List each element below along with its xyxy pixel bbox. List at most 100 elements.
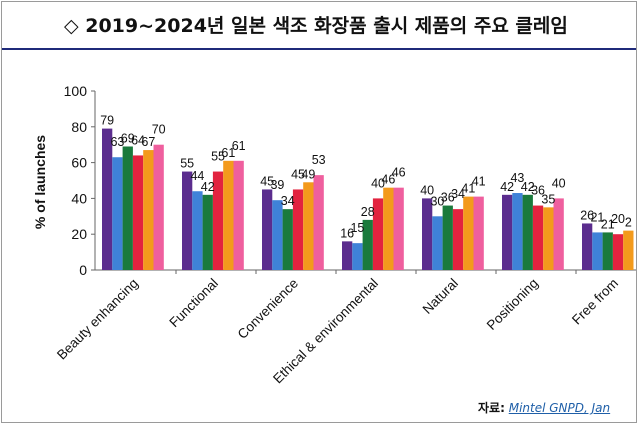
source-note: 자료: Mintel GNPD, Jan bbox=[478, 399, 610, 416]
bar bbox=[313, 175, 324, 270]
bar bbox=[143, 150, 154, 270]
bar bbox=[153, 144, 164, 270]
data-label: 42 bbox=[500, 180, 514, 194]
category-label: Beauty enhancing bbox=[54, 276, 141, 363]
bar bbox=[383, 187, 394, 270]
bar bbox=[352, 243, 363, 270]
bar bbox=[192, 191, 203, 270]
data-label: 69 bbox=[121, 131, 135, 145]
bar bbox=[502, 194, 513, 270]
data-label: 49 bbox=[301, 167, 315, 181]
data-label: 36 bbox=[531, 184, 545, 198]
data-label: 46 bbox=[381, 173, 395, 187]
data-label: 53 bbox=[312, 153, 326, 167]
bar bbox=[582, 223, 593, 270]
bar bbox=[532, 205, 544, 270]
bar bbox=[233, 160, 244, 270]
bar bbox=[463, 196, 474, 270]
data-label: 64 bbox=[131, 133, 145, 147]
y-tick-label: 0 bbox=[79, 262, 87, 278]
data-label: 26 bbox=[580, 208, 594, 222]
chart-data-labels: 7963696467705544425561614539344549531615… bbox=[100, 114, 632, 241]
data-label: 55 bbox=[180, 157, 194, 171]
data-label: 63 bbox=[110, 135, 124, 149]
data-label: 41 bbox=[472, 175, 486, 189]
bar bbox=[543, 207, 554, 270]
data-label: 15 bbox=[350, 221, 364, 235]
data-label: 55 bbox=[211, 150, 225, 164]
bar bbox=[303, 182, 314, 270]
source-label: 자료: bbox=[478, 401, 505, 415]
bar bbox=[473, 196, 484, 270]
chart-bars bbox=[102, 128, 634, 270]
bar bbox=[223, 160, 234, 270]
bar bbox=[422, 198, 433, 270]
data-label: 70 bbox=[152, 123, 166, 137]
chart-title: ◇ 2019~2024년 일본 색조 화장품 출시 제품의 주요 클레임 bbox=[64, 15, 568, 37]
bar bbox=[132, 155, 144, 270]
category-label: Functional bbox=[166, 276, 221, 331]
bar bbox=[452, 209, 464, 270]
data-label: 45 bbox=[291, 167, 305, 181]
bar bbox=[122, 146, 133, 270]
bar bbox=[442, 205, 453, 270]
bar bbox=[393, 187, 404, 270]
y-tick-label: 40 bbox=[71, 190, 87, 206]
bar bbox=[342, 241, 353, 270]
data-label: 30 bbox=[430, 194, 444, 208]
data-label: 16 bbox=[340, 226, 354, 240]
bar bbox=[292, 189, 304, 270]
data-label: 79 bbox=[100, 114, 114, 128]
data-label: 28 bbox=[361, 205, 375, 219]
data-label: 40 bbox=[371, 176, 385, 190]
category-label: Positioning bbox=[484, 276, 541, 333]
y-tick-label: 60 bbox=[71, 155, 87, 171]
data-label: 44 bbox=[190, 169, 204, 183]
data-label: 39 bbox=[270, 178, 284, 192]
data-label: 61 bbox=[232, 139, 246, 153]
chart-category-labels: Beauty enhancing Functional ConvenienceEth… bbox=[54, 270, 621, 386]
data-label: 41 bbox=[461, 182, 475, 196]
data-label: 46 bbox=[392, 166, 406, 180]
data-label: 21 bbox=[601, 217, 615, 231]
bar bbox=[522, 194, 533, 270]
data-label: 43 bbox=[510, 171, 524, 185]
data-label: 34 bbox=[281, 194, 295, 208]
category-label: Free from bbox=[569, 276, 621, 328]
y-tick-label: 20 bbox=[71, 226, 87, 242]
data-label: 40 bbox=[420, 183, 434, 197]
bar bbox=[112, 157, 123, 270]
bar bbox=[623, 230, 634, 270]
bar bbox=[202, 194, 213, 270]
data-label: 42 bbox=[201, 180, 215, 194]
category-label: Natural bbox=[420, 276, 461, 317]
data-label: 2 bbox=[625, 216, 632, 230]
bar bbox=[512, 193, 523, 270]
bar bbox=[602, 232, 613, 270]
source-link[interactable]: Mintel GNPD, Jan bbox=[508, 401, 611, 415]
title-divider bbox=[2, 48, 636, 50]
category-label: Convenience bbox=[235, 276, 301, 342]
data-label: 67 bbox=[141, 135, 155, 149]
bar bbox=[432, 216, 443, 270]
bar bbox=[262, 189, 273, 270]
bar bbox=[362, 219, 373, 270]
y-tick-label: 80 bbox=[71, 119, 87, 135]
data-label: 34 bbox=[451, 187, 465, 201]
bar bbox=[272, 200, 283, 270]
y-axis-label: % of launches bbox=[32, 135, 48, 229]
data-label: 42 bbox=[521, 180, 535, 194]
bar bbox=[182, 171, 193, 270]
bar bbox=[212, 171, 224, 270]
data-label: 20 bbox=[611, 212, 625, 226]
data-label: 40 bbox=[552, 176, 566, 190]
bar bbox=[553, 198, 564, 270]
bar bbox=[592, 232, 603, 270]
bar bbox=[372, 198, 384, 270]
data-label: 21 bbox=[590, 210, 604, 224]
data-label: 61 bbox=[221, 146, 235, 160]
bar bbox=[102, 128, 113, 270]
data-label: 45 bbox=[260, 174, 274, 188]
